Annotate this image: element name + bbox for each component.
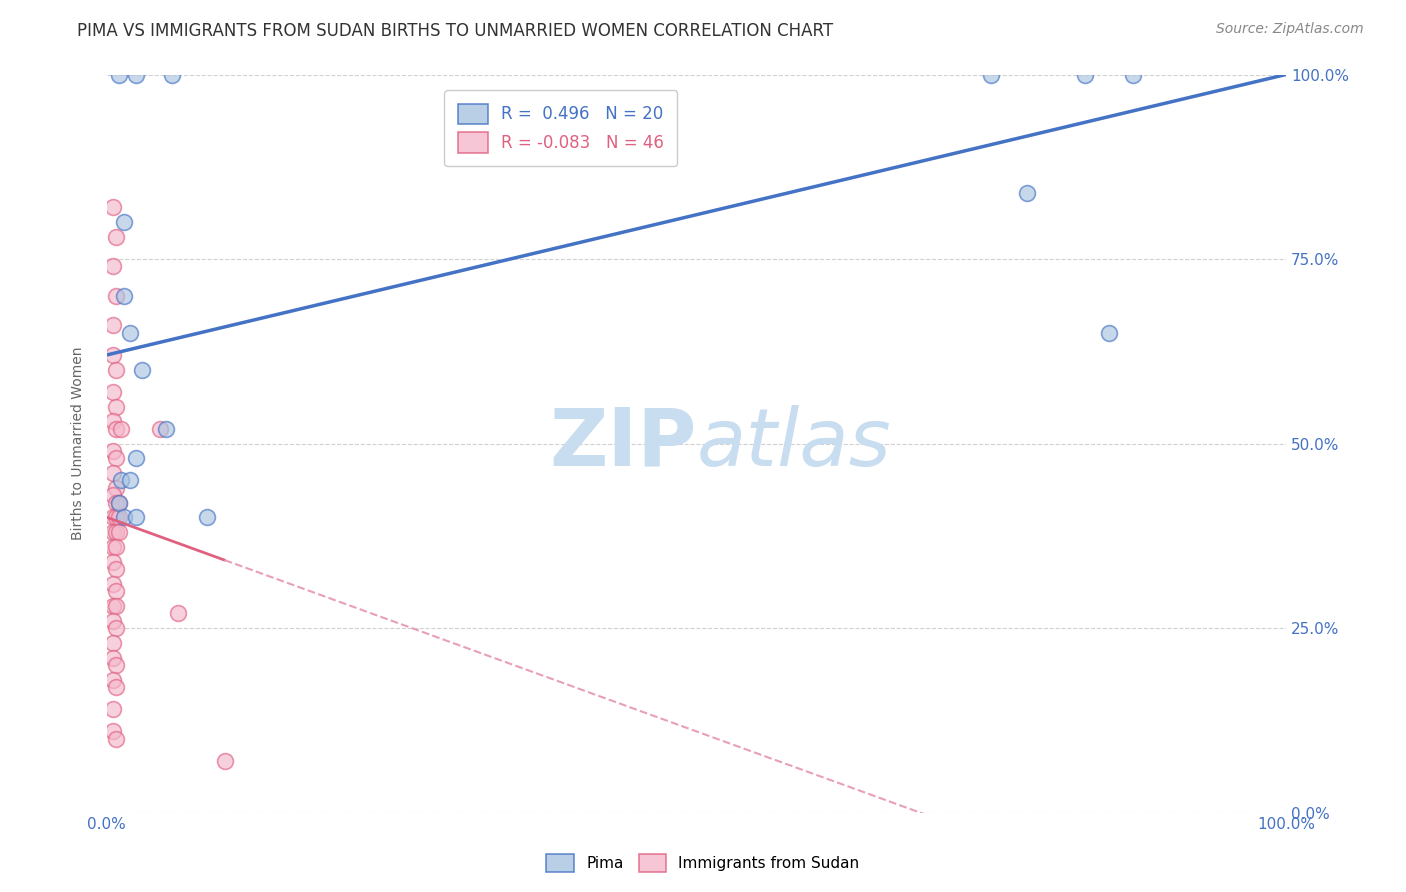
Point	[101, 318, 124, 333]
Point	[214, 754, 236, 768]
Point	[101, 724, 124, 739]
Point	[125, 510, 148, 524]
Point	[105, 481, 128, 495]
Point	[101, 348, 124, 362]
Point	[125, 451, 148, 466]
Point	[101, 510, 124, 524]
Point	[1015, 186, 1038, 200]
Point	[101, 540, 124, 554]
Point	[110, 422, 132, 436]
Point	[101, 650, 124, 665]
Point	[149, 422, 172, 436]
Point	[125, 68, 148, 82]
Point	[101, 636, 124, 650]
Point	[101, 525, 124, 540]
Point	[101, 702, 124, 716]
Point	[105, 451, 128, 466]
Text: ZIP: ZIP	[550, 405, 696, 483]
Point	[131, 362, 153, 376]
Point	[101, 444, 124, 458]
Point	[107, 525, 129, 540]
Point	[105, 400, 128, 414]
Point	[101, 614, 124, 628]
Point	[101, 260, 124, 274]
Point	[105, 731, 128, 746]
Point	[105, 562, 128, 576]
Point	[105, 289, 128, 303]
Point	[105, 525, 128, 540]
Text: Source: ZipAtlas.com: Source: ZipAtlas.com	[1216, 22, 1364, 37]
Point	[107, 495, 129, 509]
Point	[114, 510, 136, 524]
Point	[101, 466, 124, 480]
Point	[110, 474, 132, 488]
Legend: R =  0.496   N = 20, R = -0.083   N = 46: R = 0.496 N = 20, R = -0.083 N = 46	[444, 90, 678, 166]
Point	[105, 540, 128, 554]
Point	[101, 576, 124, 591]
Point	[166, 607, 188, 621]
Point	[114, 215, 136, 229]
Point	[101, 414, 124, 428]
Point	[101, 555, 124, 569]
Point	[1098, 326, 1121, 340]
Point	[105, 680, 128, 694]
Point	[155, 422, 177, 436]
Point	[105, 510, 128, 524]
Point	[101, 200, 124, 214]
Point	[1074, 68, 1097, 82]
Text: PIMA VS IMMIGRANTS FROM SUDAN BIRTHS TO UNMARRIED WOMEN CORRELATION CHART: PIMA VS IMMIGRANTS FROM SUDAN BIRTHS TO …	[77, 22, 834, 40]
Point	[114, 289, 136, 303]
Point	[105, 495, 128, 509]
Point	[105, 362, 128, 376]
Point	[105, 657, 128, 672]
Point	[120, 474, 142, 488]
Point	[105, 422, 128, 436]
Point	[105, 621, 128, 635]
Point	[101, 384, 124, 399]
Y-axis label: Births to Unmarried Women: Births to Unmarried Women	[72, 347, 86, 541]
Text: atlas: atlas	[696, 405, 891, 483]
Point	[195, 510, 218, 524]
Point	[107, 68, 129, 82]
Point	[107, 510, 129, 524]
Point	[105, 584, 128, 599]
Point	[120, 326, 142, 340]
Point	[105, 230, 128, 244]
Point	[101, 599, 124, 613]
Point	[107, 495, 129, 509]
Legend: Pima, Immigrants from Sudan: Pima, Immigrants from Sudan	[538, 846, 868, 880]
Point	[980, 68, 1002, 82]
Point	[101, 673, 124, 687]
Point	[101, 488, 124, 502]
Point	[105, 599, 128, 613]
Point	[160, 68, 183, 82]
Point	[1122, 68, 1144, 82]
